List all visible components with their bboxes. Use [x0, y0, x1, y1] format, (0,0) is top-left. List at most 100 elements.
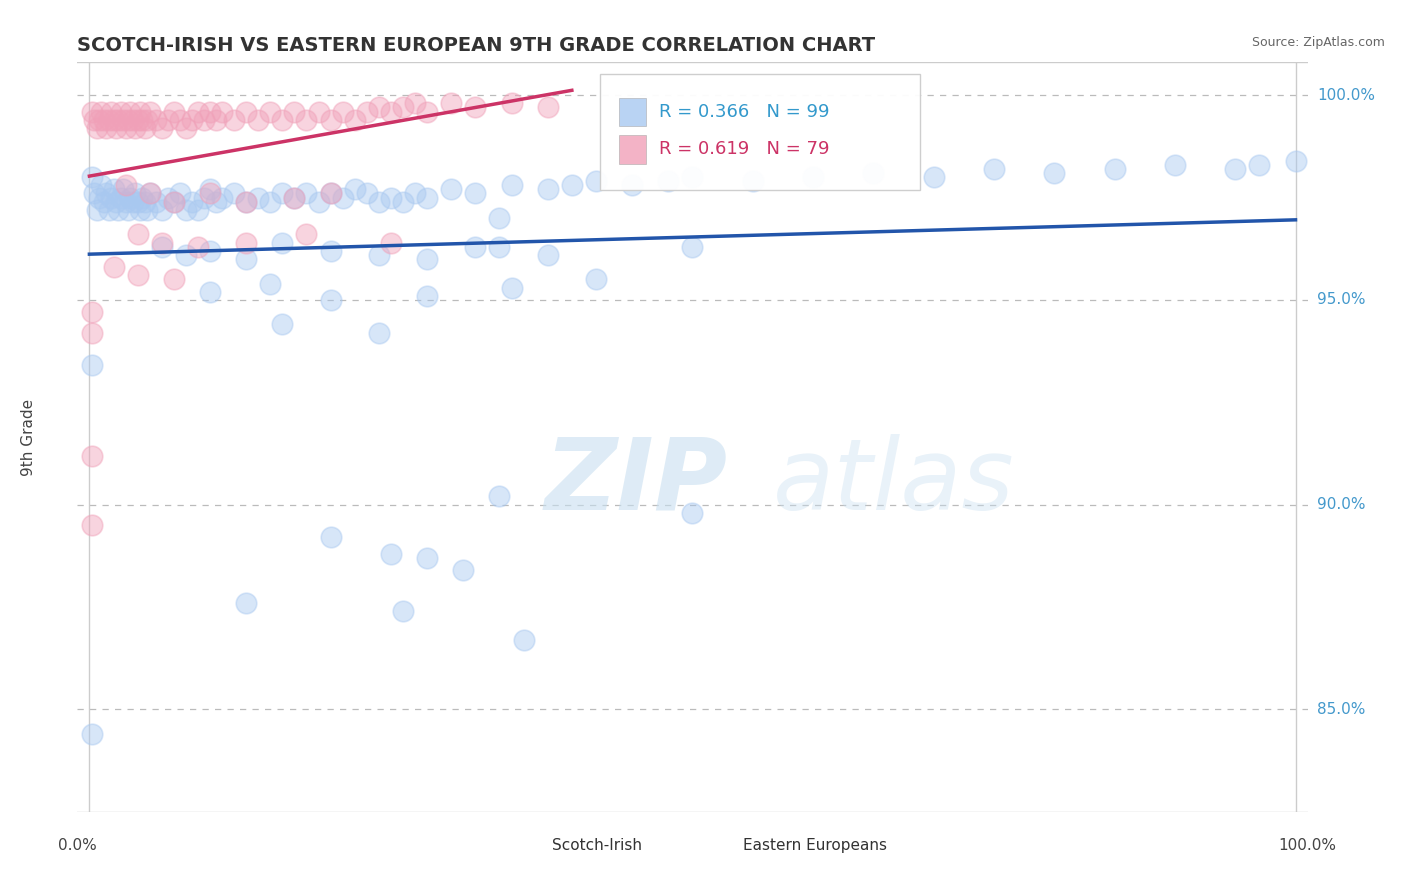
- Point: [271, 112, 294, 127]
- Point: [156, 112, 179, 127]
- Point: [138, 104, 160, 119]
- Point: [163, 194, 186, 209]
- Text: Eastern Europeans: Eastern Europeans: [742, 838, 887, 853]
- Point: [501, 178, 523, 193]
- Point: [682, 240, 704, 254]
- Point: [319, 293, 342, 307]
- Point: [380, 235, 402, 250]
- Point: [416, 190, 439, 204]
- Point: [134, 194, 156, 209]
- Point: [87, 112, 110, 127]
- Point: [198, 285, 221, 299]
- Point: [187, 104, 209, 119]
- Point: [295, 112, 318, 127]
- Text: ZIP: ZIP: [546, 434, 728, 531]
- Point: [319, 244, 342, 258]
- Point: [319, 186, 342, 201]
- Point: [129, 202, 152, 217]
- Point: [585, 174, 607, 188]
- Point: [537, 182, 560, 196]
- Point: [150, 202, 173, 217]
- Point: [110, 104, 132, 119]
- Point: [416, 550, 439, 565]
- Point: [283, 104, 305, 119]
- Point: [193, 112, 215, 127]
- Point: [80, 359, 103, 373]
- Point: [356, 186, 378, 201]
- Point: [392, 194, 415, 209]
- Point: [174, 248, 197, 262]
- Text: 100.0%: 100.0%: [1278, 838, 1337, 853]
- Point: [80, 305, 103, 319]
- Point: [235, 252, 257, 266]
- Point: [356, 104, 378, 119]
- Point: [404, 96, 426, 111]
- Point: [86, 120, 108, 135]
- Point: [416, 289, 439, 303]
- Point: [332, 190, 354, 204]
- Point: [464, 100, 486, 114]
- Point: [174, 202, 197, 217]
- Text: 90.0%: 90.0%: [1317, 497, 1365, 512]
- Point: [801, 170, 824, 185]
- Point: [145, 112, 167, 127]
- Point: [205, 194, 228, 209]
- Point: [80, 170, 103, 185]
- Point: [561, 178, 583, 193]
- Point: [271, 318, 294, 332]
- Point: [1104, 161, 1126, 176]
- Point: [416, 104, 439, 119]
- Point: [235, 194, 257, 209]
- Point: [295, 186, 318, 201]
- Point: [657, 174, 679, 188]
- Point: [367, 248, 389, 262]
- Point: [93, 112, 115, 127]
- Point: [621, 178, 644, 193]
- Point: [104, 120, 127, 135]
- Point: [100, 104, 122, 119]
- Point: [235, 194, 257, 209]
- Point: [198, 182, 221, 196]
- Point: [295, 227, 318, 242]
- Point: [259, 104, 281, 119]
- Point: [682, 506, 704, 520]
- Text: Source: ZipAtlas.com: Source: ZipAtlas.com: [1251, 36, 1385, 49]
- Point: [983, 161, 1005, 176]
- Point: [404, 186, 426, 201]
- Point: [585, 272, 607, 286]
- Point: [1225, 161, 1247, 176]
- Point: [136, 112, 159, 127]
- Point: [127, 194, 149, 209]
- Point: [193, 190, 215, 204]
- Point: [163, 104, 186, 119]
- Point: [537, 248, 560, 262]
- Text: Scotch-Irish: Scotch-Irish: [553, 838, 643, 853]
- Point: [180, 112, 202, 127]
- Point: [332, 104, 354, 119]
- Point: [211, 104, 233, 119]
- Text: 95.0%: 95.0%: [1317, 293, 1365, 308]
- FancyBboxPatch shape: [711, 834, 733, 856]
- FancyBboxPatch shape: [619, 135, 645, 163]
- Point: [86, 202, 108, 217]
- Point: [83, 112, 105, 127]
- Point: [114, 120, 136, 135]
- Point: [180, 194, 202, 209]
- Point: [198, 244, 221, 258]
- FancyBboxPatch shape: [520, 834, 543, 856]
- Point: [247, 190, 270, 204]
- Point: [96, 186, 118, 201]
- Point: [103, 260, 125, 275]
- Point: [224, 112, 246, 127]
- Point: [501, 96, 523, 111]
- Text: R = 0.619   N = 79: R = 0.619 N = 79: [659, 140, 830, 159]
- Point: [367, 100, 389, 114]
- Point: [80, 104, 103, 119]
- Point: [150, 235, 173, 250]
- Point: [464, 186, 486, 201]
- Point: [129, 104, 152, 119]
- Point: [187, 202, 209, 217]
- Point: [271, 235, 294, 250]
- Point: [367, 326, 389, 340]
- Point: [682, 170, 704, 185]
